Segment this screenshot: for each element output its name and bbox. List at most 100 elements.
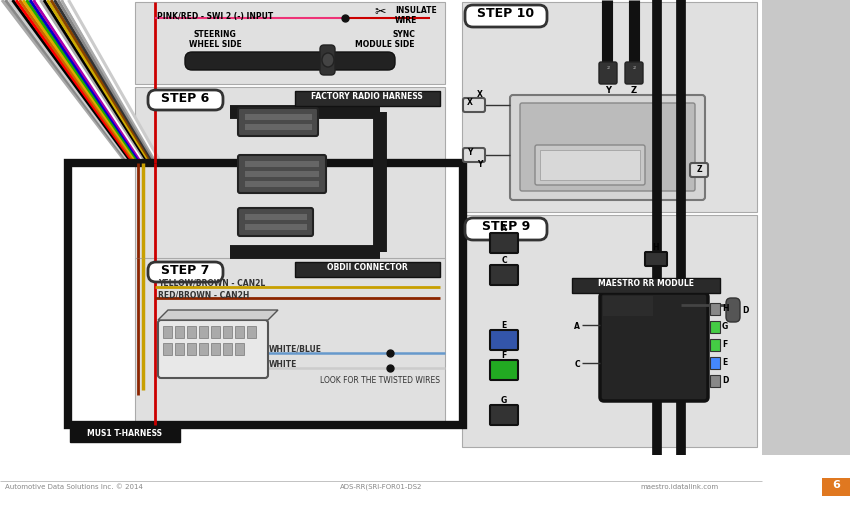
Bar: [135, 258, 445, 423]
Text: PINK/RED - SWI 2 (-) INPUT: PINK/RED - SWI 2 (-) INPUT: [157, 12, 273, 21]
Bar: [244, 160, 319, 167]
FancyBboxPatch shape: [490, 360, 518, 380]
Text: Y: Y: [477, 160, 482, 169]
Bar: [710, 339, 720, 351]
FancyBboxPatch shape: [490, 233, 518, 253]
Text: WHITE: WHITE: [269, 360, 298, 369]
Text: ²: ²: [606, 65, 609, 74]
Text: ²: ²: [632, 65, 636, 74]
FancyBboxPatch shape: [726, 298, 740, 322]
FancyBboxPatch shape: [535, 145, 645, 185]
Bar: [295, 91, 440, 106]
Text: STEP 7: STEP 7: [161, 264, 209, 277]
FancyBboxPatch shape: [490, 330, 518, 350]
Text: Z: Z: [697, 165, 703, 174]
Text: E: E: [502, 321, 507, 330]
Bar: [235, 343, 244, 355]
Bar: [223, 343, 232, 355]
Text: STEP 6: STEP 6: [161, 92, 209, 105]
FancyBboxPatch shape: [690, 163, 708, 177]
Text: H: H: [722, 304, 728, 313]
Text: 6: 6: [832, 480, 840, 490]
Bar: [175, 326, 184, 338]
Text: STEP 9: STEP 9: [482, 220, 530, 233]
Bar: [710, 303, 720, 315]
FancyBboxPatch shape: [158, 320, 268, 378]
Text: Y: Y: [605, 86, 611, 95]
FancyBboxPatch shape: [238, 155, 326, 193]
Bar: [762, 0, 850, 455]
Text: STEERING
WHEEL SIDE: STEERING WHEEL SIDE: [189, 30, 241, 49]
Text: E: E: [722, 358, 728, 367]
Text: X: X: [477, 90, 483, 99]
FancyBboxPatch shape: [645, 252, 667, 266]
FancyBboxPatch shape: [510, 95, 705, 200]
Polygon shape: [158, 310, 278, 320]
Bar: [710, 321, 720, 333]
Text: G: G: [722, 322, 728, 331]
Ellipse shape: [322, 53, 334, 67]
Text: C: C: [502, 256, 507, 265]
Text: ADS-RR(SRI-FOR01-DS2: ADS-RR(SRI-FOR01-DS2: [340, 484, 422, 490]
FancyBboxPatch shape: [600, 293, 708, 401]
FancyBboxPatch shape: [465, 5, 547, 27]
FancyBboxPatch shape: [490, 405, 518, 425]
Bar: [710, 375, 720, 387]
Bar: [135, 2, 445, 84]
Bar: [462, 2, 757, 212]
Bar: [175, 343, 184, 355]
Bar: [572, 278, 720, 293]
Bar: [603, 296, 653, 316]
FancyBboxPatch shape: [320, 45, 335, 75]
FancyBboxPatch shape: [463, 148, 485, 162]
FancyBboxPatch shape: [520, 103, 695, 191]
Text: C: C: [575, 360, 580, 369]
Bar: [199, 343, 208, 355]
Text: Z: Z: [631, 86, 637, 95]
Bar: [822, 478, 850, 496]
Text: D: D: [722, 376, 728, 385]
Bar: [244, 223, 307, 230]
Bar: [163, 326, 172, 338]
Text: maestro.idatalink.com: maestro.idatalink.com: [640, 484, 718, 490]
Text: A: A: [574, 322, 580, 331]
FancyBboxPatch shape: [490, 265, 518, 285]
Text: WHITE/BLUE: WHITE/BLUE: [269, 345, 322, 354]
Text: YELLOW/BROWN - CAN2L: YELLOW/BROWN - CAN2L: [158, 278, 265, 287]
Bar: [244, 170, 319, 177]
Bar: [295, 262, 440, 277]
FancyBboxPatch shape: [148, 262, 223, 282]
Bar: [462, 215, 757, 447]
Bar: [70, 428, 180, 442]
FancyBboxPatch shape: [148, 90, 223, 110]
Bar: [244, 180, 319, 187]
Bar: [244, 213, 307, 220]
FancyBboxPatch shape: [238, 208, 313, 236]
Text: LOOK FOR THE TWISTED WIRES: LOOK FOR THE TWISTED WIRES: [320, 376, 440, 385]
Bar: [135, 87, 445, 259]
Text: STEP 10: STEP 10: [478, 7, 535, 20]
Bar: [199, 326, 208, 338]
Text: MUS1 T-HARNESS: MUS1 T-HARNESS: [88, 429, 162, 438]
Bar: [235, 326, 244, 338]
Text: X: X: [467, 98, 473, 107]
FancyBboxPatch shape: [185, 52, 395, 70]
Bar: [223, 326, 232, 338]
Bar: [163, 343, 172, 355]
Text: G: G: [501, 396, 507, 405]
Bar: [244, 123, 312, 130]
FancyBboxPatch shape: [463, 98, 485, 112]
Text: F: F: [502, 351, 507, 360]
Text: OBDII CONNECTOR: OBDII CONNECTOR: [326, 263, 407, 272]
Bar: [247, 326, 256, 338]
Bar: [187, 343, 196, 355]
FancyBboxPatch shape: [599, 62, 617, 84]
Text: SYNC
MODULE SIDE: SYNC MODULE SIDE: [355, 30, 415, 49]
Text: FACTORY RADIO HARNESS: FACTORY RADIO HARNESS: [311, 92, 422, 101]
Bar: [187, 326, 196, 338]
Text: MAESTRO RR MODULE: MAESTRO RR MODULE: [598, 279, 694, 288]
Bar: [710, 357, 720, 369]
Bar: [68, 163, 463, 425]
Bar: [540, 150, 640, 180]
Text: H: H: [653, 243, 660, 252]
